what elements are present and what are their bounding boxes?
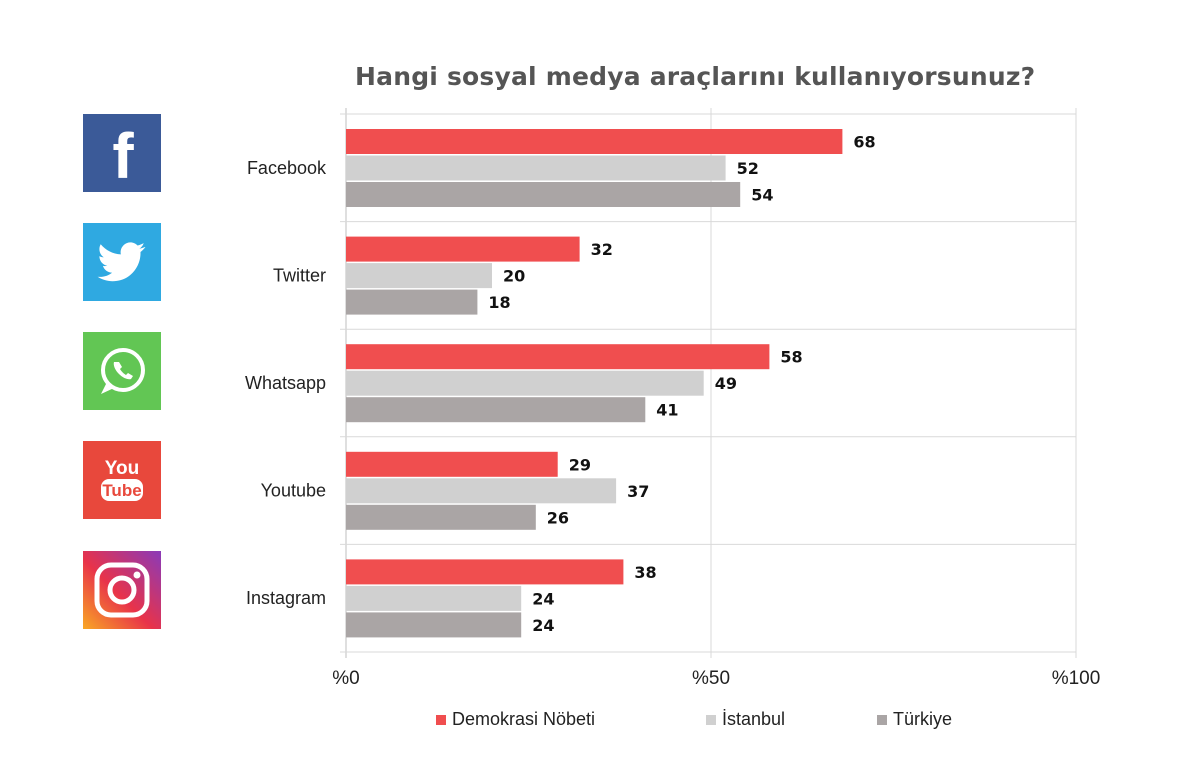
whatsapp-icon: [83, 332, 161, 410]
data-label: 18: [488, 293, 510, 312]
legend-item-demokrasi-nobeti: Demokrasi Nöbeti: [436, 709, 595, 730]
legend-swatch: [436, 714, 446, 725]
twitter-icon: [83, 223, 161, 301]
data-label: 68: [853, 133, 875, 152]
bar: [346, 129, 843, 154]
bar: [346, 397, 646, 423]
facebook-icon: f: [83, 114, 161, 192]
bar: [346, 612, 522, 638]
data-label: 38: [634, 563, 656, 582]
bar: [346, 585, 522, 611]
bar: [346, 559, 624, 585]
instagram-icon: [83, 551, 161, 629]
category-label: Youtube: [261, 481, 326, 501]
bar: [346, 182, 741, 207]
bar: [346, 344, 770, 370]
bar: [346, 236, 580, 262]
data-label: 24: [532, 589, 554, 608]
data-label: 32: [591, 240, 613, 259]
category-label: Instagram: [246, 588, 326, 608]
data-label: 26: [547, 508, 569, 527]
bar: [346, 289, 478, 315]
data-label: 37: [627, 482, 649, 501]
bar-chart: FacebookTwitterWhatsappYoutubeInstagram …: [245, 108, 1101, 689]
data-label: 49: [715, 374, 737, 393]
legend-label: Demokrasi Nöbeti: [452, 709, 596, 729]
legend-swatch: [877, 714, 887, 725]
data-label: 54: [751, 186, 773, 205]
legend-label: Türkiye: [893, 709, 953, 729]
category-label: Facebook: [247, 158, 327, 178]
youtube-logo-text-bottom: Tube: [102, 481, 141, 500]
bar: [346, 451, 558, 477]
svg-text:f: f: [112, 120, 134, 192]
x-tick-label: %100: [1052, 668, 1101, 689]
data-label: 41: [656, 401, 678, 420]
x-tick-label: %0: [332, 668, 359, 689]
data-label: 58: [780, 348, 802, 367]
youtube-icon: You Tube: [83, 441, 161, 519]
chart-title: Hangi sosyal medya araçlarını kullanıyor…: [355, 62, 1036, 91]
legend: Demokrasi Nöbeti İstanbul Türkiye: [0, 709, 1200, 735]
legend-label: İstanbul: [722, 709, 786, 729]
category-label: Twitter: [273, 265, 326, 285]
legend-swatch: [706, 714, 716, 725]
data-label: 20: [503, 267, 525, 286]
bar: [346, 155, 726, 181]
data-label: 52: [737, 159, 759, 178]
legend-item-turkiye: Türkiye: [877, 709, 952, 730]
bar: [346, 504, 536, 530]
bar: [346, 478, 617, 504]
data-label: 24: [532, 616, 554, 635]
youtube-logo-text-top: You: [105, 458, 139, 479]
bar: [346, 263, 492, 289]
category-label: Whatsapp: [245, 373, 326, 393]
data-label: 29: [569, 455, 591, 474]
x-tick-label: %50: [692, 668, 730, 689]
legend-item-istanbul: İstanbul: [706, 709, 785, 730]
bar: [346, 370, 704, 396]
